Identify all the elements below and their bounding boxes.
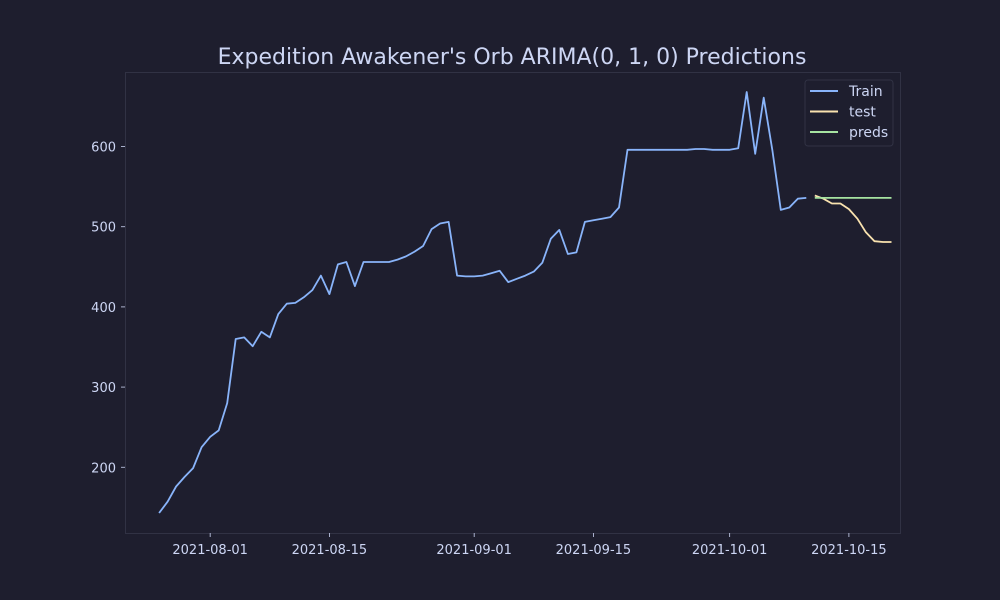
y-axis: 200 300 400 500 600: [91, 141, 125, 476]
legend-label-test: test: [849, 105, 876, 121]
x-tick-label: 2021-09-15: [556, 543, 632, 558]
x-tick-label: 2021-10-01: [692, 543, 768, 558]
legend-box: [804, 79, 894, 147]
series-line-train: [158, 91, 807, 514]
x-axis: 2021-08-01 2021-08-15 2021-09-01 2021-09-15…: [172, 533, 887, 558]
x-tick-label: 2021-08-01: [172, 543, 248, 558]
x-tick-label: 2021-10-15: [811, 543, 887, 558]
x-tick-label: 2021-08-15: [292, 543, 368, 558]
y-tick-label: 400: [91, 301, 116, 316]
legend-label-train: Train: [848, 84, 883, 100]
chart-title: Expedition Awakener's Orb ARIMA(0, 1, 0)…: [218, 45, 807, 70]
y-tick-label: 300: [91, 381, 116, 396]
x-tick-label: 2021-09-01: [436, 543, 512, 558]
y-tick-label: 600: [91, 141, 116, 156]
legend: Train test preds: [804, 79, 894, 147]
series-line-test: [814, 194, 892, 243]
y-tick-label: 500: [91, 221, 116, 236]
legend-label-preds: preds: [849, 125, 888, 141]
y-tick-label: 200: [91, 461, 116, 476]
plot-area-frame: [125, 72, 901, 534]
series-lines: [158, 91, 892, 514]
